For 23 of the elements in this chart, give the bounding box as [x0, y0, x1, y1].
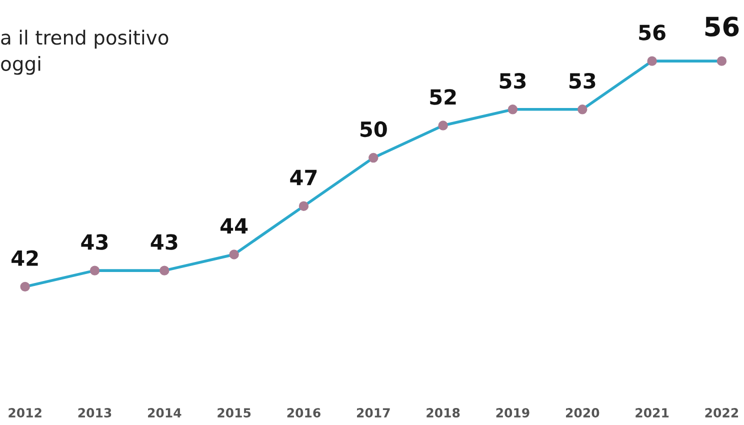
data-label: 50: [360, 121, 387, 138]
data-label: 53: [500, 72, 526, 89]
x-tick-label: 2012: [8, 408, 42, 418]
x-tick-label: 2014: [148, 408, 182, 418]
x-tick-label: 2019: [496, 408, 530, 418]
data-label: 56: [639, 24, 666, 40]
data-label: 43: [150, 234, 178, 250]
x-tick-label: 2020: [566, 408, 600, 418]
data-label: 53: [569, 72, 596, 89]
data-label: 52: [430, 89, 456, 105]
x-tick-label: 2013: [78, 408, 112, 418]
x-tick-label: 2016: [287, 408, 320, 418]
x-tick-label: 2021: [636, 408, 669, 418]
chart-title: a il trend positivo oggi: [1, 30, 168, 75]
data-label: 47: [290, 170, 317, 186]
data-label: 42: [12, 250, 38, 266]
data-label: 43: [81, 234, 108, 250]
x-tick-label: 2022: [705, 408, 738, 418]
data-label: 56: [705, 16, 739, 37]
x-tick-label: 2018: [426, 408, 460, 418]
x-tick-label: 2017: [356, 408, 390, 418]
x-tick-label: 2015: [218, 408, 251, 418]
data-label: 44: [220, 218, 248, 234]
